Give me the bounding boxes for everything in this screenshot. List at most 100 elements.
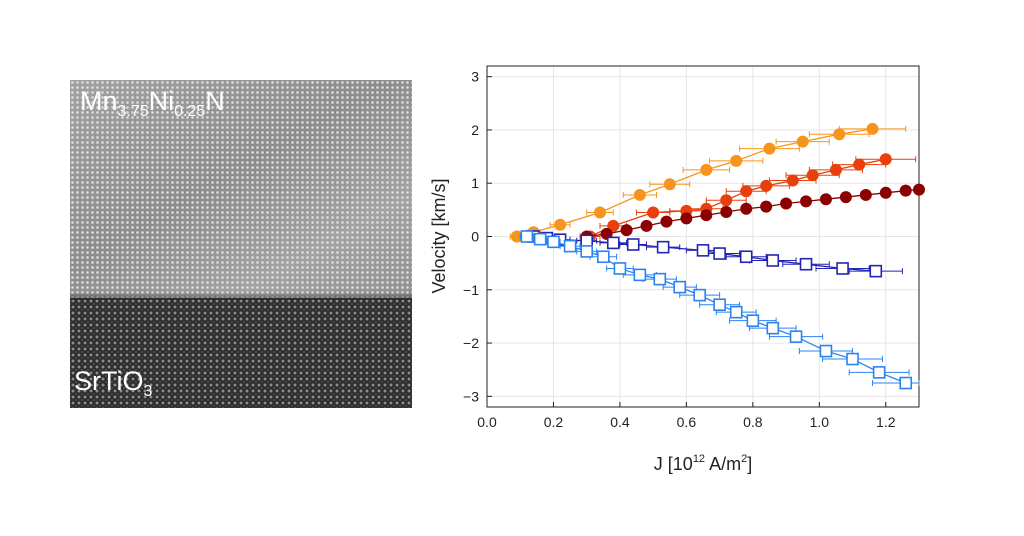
x-axis-title-suffix: ] xyxy=(747,454,752,474)
data-point xyxy=(872,366,886,379)
y-tick-label: 1 xyxy=(471,175,479,191)
y-tick-label: −1 xyxy=(463,282,479,298)
data-point xyxy=(859,188,872,201)
data-point xyxy=(766,254,780,267)
data-point xyxy=(633,188,646,201)
data-point xyxy=(780,197,793,210)
data-point xyxy=(580,245,593,258)
x-axis-title-exponent: 12 xyxy=(693,453,705,465)
data-point xyxy=(806,169,819,182)
y-tick-label: 2 xyxy=(471,122,479,138)
data-point xyxy=(899,184,912,197)
data-point xyxy=(730,154,743,167)
data-point xyxy=(879,186,892,199)
data-point xyxy=(620,224,633,237)
data-point xyxy=(746,314,760,327)
x-tick-label: 0.2 xyxy=(544,414,564,430)
film-label-element-3: N xyxy=(205,86,225,116)
film-label: Mn3.75Ni0.25N xyxy=(80,86,225,120)
data-point xyxy=(547,235,560,249)
data-point xyxy=(819,193,832,206)
film-label-element-1: Mn xyxy=(80,86,118,116)
data-point xyxy=(613,262,627,275)
data-point xyxy=(520,230,534,243)
data-point xyxy=(673,280,687,294)
y-tick-label: −3 xyxy=(463,388,479,404)
data-point xyxy=(800,195,813,208)
data-point xyxy=(720,194,733,207)
data-point xyxy=(913,183,925,196)
data-point xyxy=(836,262,849,275)
data-point xyxy=(606,236,620,250)
data-point xyxy=(899,376,913,390)
data-point xyxy=(563,239,577,253)
data-point xyxy=(786,174,799,187)
series-3 xyxy=(580,183,925,243)
data-point xyxy=(846,352,859,366)
data-point xyxy=(879,153,892,166)
data-point xyxy=(660,215,673,228)
data-point xyxy=(663,178,676,191)
x-axis-title-unit-exponent: 2 xyxy=(741,453,747,465)
data-point xyxy=(700,163,713,176)
data-point xyxy=(640,219,653,232)
data-point xyxy=(833,128,846,141)
data-point xyxy=(626,238,640,251)
y-tick-label: −2 xyxy=(463,335,479,351)
x-tick-label: 0.8 xyxy=(743,414,763,430)
y-tick-label: 0 xyxy=(471,229,479,245)
data-point xyxy=(799,257,813,271)
substrate-label-formula: SrTiO xyxy=(74,366,144,396)
data-point xyxy=(597,250,610,264)
data-point xyxy=(789,330,803,343)
x-axis-title-unit: A/m xyxy=(705,454,741,474)
data-point xyxy=(763,142,776,155)
data-point xyxy=(680,212,693,225)
x-tick-label: 0.6 xyxy=(677,414,697,430)
data-series xyxy=(509,122,925,390)
axis-ticks: 0.0 0.2 0.4 0.6 0.8 1.0 1.2 3 2 1 0 −1 −2 −3 xyxy=(463,69,896,430)
data-point xyxy=(713,247,726,260)
film-substrate-interface xyxy=(70,292,412,300)
data-point xyxy=(729,305,743,319)
series-5 xyxy=(519,230,920,390)
x-tick-label: 0.4 xyxy=(610,414,630,430)
data-point xyxy=(607,219,620,232)
data-point xyxy=(647,206,660,219)
x-axis-title: J [1012 A/m2] xyxy=(654,453,752,474)
series-2 xyxy=(579,153,917,243)
substrate-label: SrTiO3 xyxy=(74,366,152,400)
data-point xyxy=(819,344,833,358)
data-point xyxy=(533,232,547,246)
data-point xyxy=(713,298,726,312)
x-tick-label: 1.2 xyxy=(876,414,896,430)
data-point xyxy=(853,158,866,171)
data-point xyxy=(653,272,667,286)
film-label-subscript-2: 0.25 xyxy=(174,103,206,120)
x-axis-title-prefix: J [10 xyxy=(654,454,693,474)
data-point xyxy=(760,200,773,213)
film-lattice-region xyxy=(70,80,412,298)
data-point xyxy=(829,163,842,176)
data-point xyxy=(796,135,809,148)
grid-lines xyxy=(486,66,919,407)
data-point xyxy=(700,209,713,222)
data-point xyxy=(633,268,647,282)
data-point xyxy=(656,240,670,254)
data-point xyxy=(696,244,710,257)
data-point xyxy=(740,202,753,215)
data-point xyxy=(580,234,593,248)
x-tick-label: 0.0 xyxy=(477,414,497,430)
y-tick-label: 3 xyxy=(471,69,479,85)
data-point xyxy=(766,321,780,335)
substrate-label-subscript: 3 xyxy=(143,383,153,400)
data-point xyxy=(720,205,733,218)
film-label-subscript-1: 3.75 xyxy=(117,103,149,120)
data-point xyxy=(839,191,852,204)
data-point xyxy=(740,185,753,198)
film-label-element-2: Ni xyxy=(148,86,175,116)
data-point xyxy=(760,179,773,192)
data-point xyxy=(693,288,706,302)
substrate-lattice-region xyxy=(70,298,412,408)
